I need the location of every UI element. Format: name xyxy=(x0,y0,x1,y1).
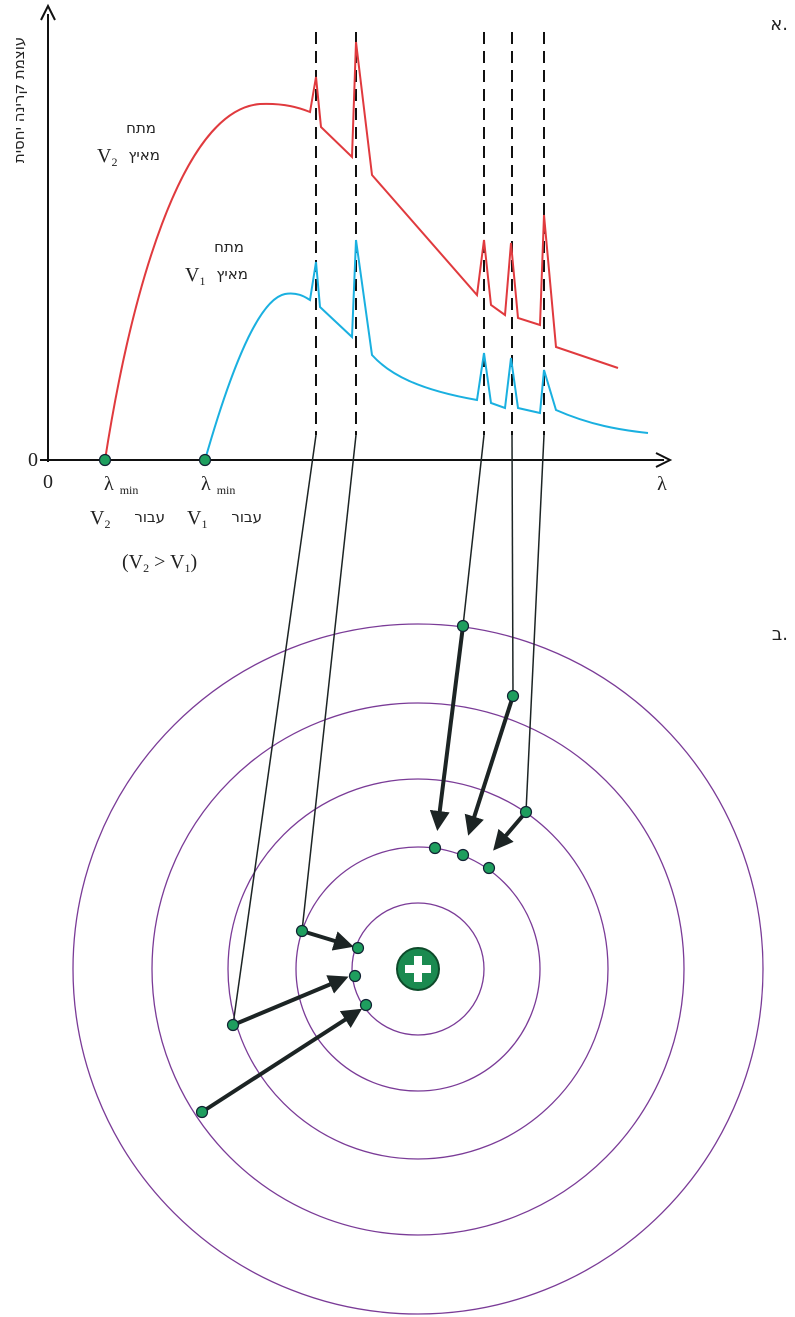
lambda-min-for: עבור xyxy=(134,508,165,526)
symbol: V xyxy=(187,507,202,529)
x-axis-label: λ xyxy=(657,473,667,495)
part: > V xyxy=(149,551,185,573)
subscript: 1 xyxy=(199,274,205,288)
symbol: V xyxy=(185,264,200,286)
curve-label: מתח xyxy=(214,238,244,256)
symbol: λ xyxy=(201,473,211,495)
curve-symbol: V2 xyxy=(97,145,117,169)
part: ) xyxy=(190,551,197,573)
part-label: א. xyxy=(770,14,788,35)
curve-symbol: V1 xyxy=(185,264,205,288)
symbol: λ xyxy=(104,473,114,495)
lambda-min-voltage: V2 xyxy=(90,507,110,531)
curve-label: מאיץ xyxy=(216,265,248,283)
transitions xyxy=(202,435,544,1112)
atom xyxy=(73,624,763,1314)
part-label: ב. xyxy=(772,624,788,645)
curve-label: מתח xyxy=(126,119,156,137)
diagram: א. ב. עוצמת קרינה יחסית 0 0 λ מתח מאיץ V… xyxy=(0,0,795,1317)
spectrum-v1 xyxy=(205,240,648,460)
subscript: 2 xyxy=(111,155,117,169)
curve-label: מאיץ xyxy=(128,146,160,164)
y-axis-label: עוצמת קרינה יחסית xyxy=(10,37,28,163)
x-origin: 0 xyxy=(43,471,53,493)
condition: (V2 > V1) xyxy=(122,551,197,575)
subscript: 2 xyxy=(104,517,110,531)
subscript: 1 xyxy=(201,517,207,531)
subscript: min xyxy=(120,483,139,497)
lambda-min-for: עבור xyxy=(231,508,262,526)
subscript: min xyxy=(217,483,236,497)
part: (V xyxy=(122,551,144,573)
symbol: V xyxy=(97,145,112,167)
lambda-min-voltage: V1 xyxy=(187,507,207,531)
y-origin: 0 xyxy=(28,449,38,471)
symbol: V xyxy=(90,507,105,529)
